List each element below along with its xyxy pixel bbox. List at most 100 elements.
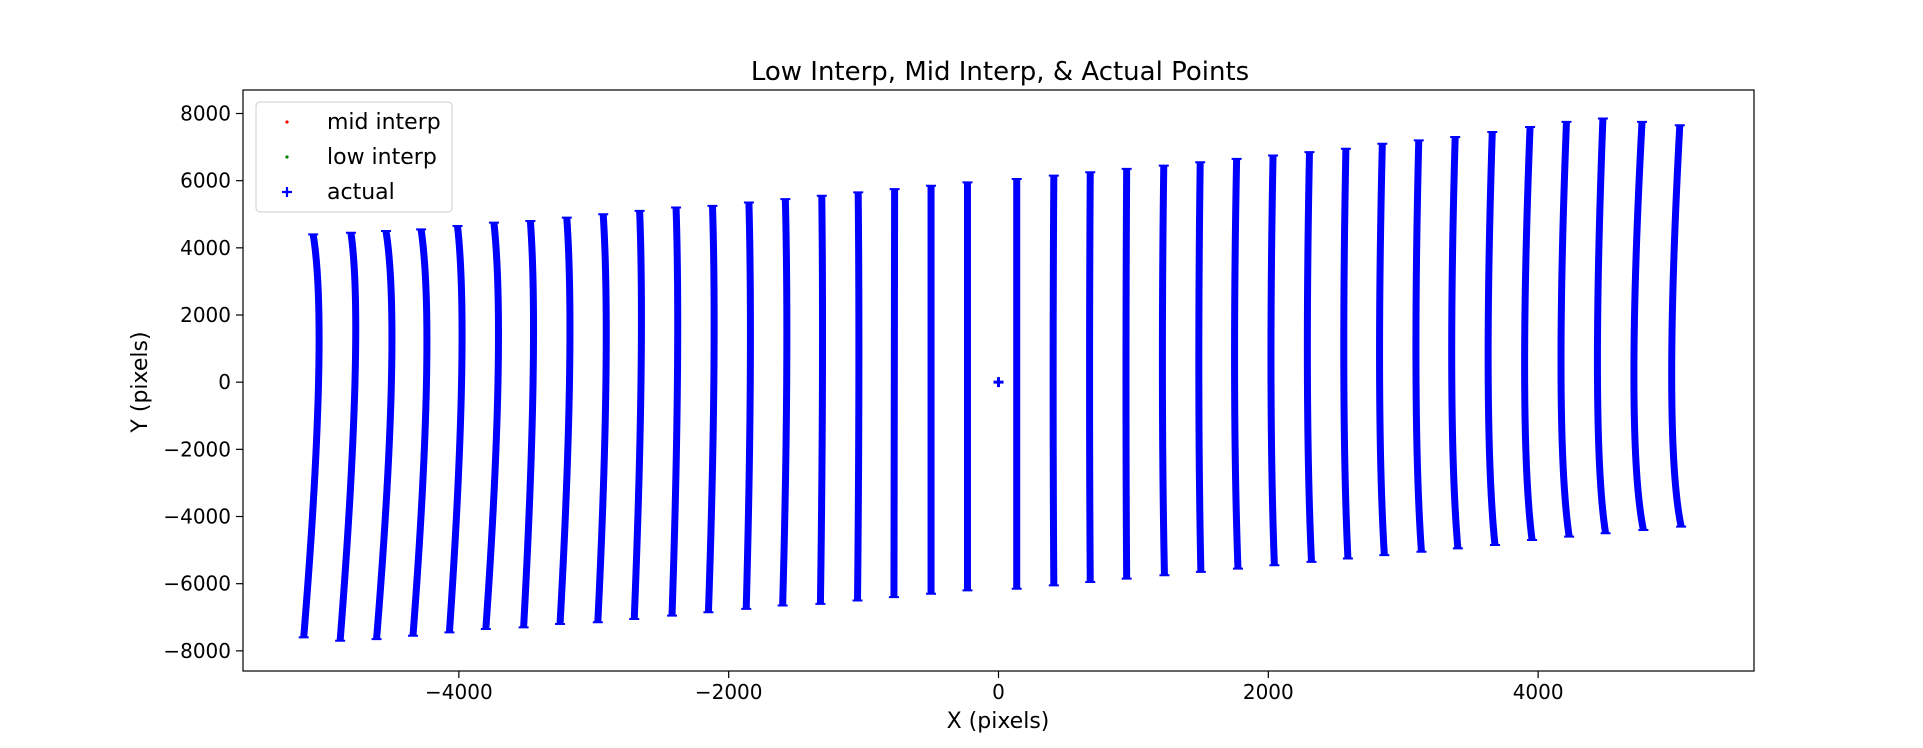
actual-point-column bbox=[373, 230, 396, 640]
actual-point-marker bbox=[1304, 151, 1317, 563]
actual-point-marker bbox=[1525, 125, 1538, 542]
actual-point-marker bbox=[555, 216, 572, 625]
actual-point-column bbox=[1668, 125, 1685, 528]
actual-point-column bbox=[742, 202, 754, 609]
actual-point-marker bbox=[335, 231, 356, 642]
y-tick-label: 6000 bbox=[180, 169, 231, 193]
actual-point-marker bbox=[1413, 139, 1427, 553]
actual-point-marker bbox=[371, 230, 392, 641]
legend-label-low-interp: low interp bbox=[327, 145, 437, 170]
actual-point-column bbox=[1521, 126, 1536, 541]
actual-point-column bbox=[1448, 136, 1462, 549]
y-tick-label: 2000 bbox=[180, 303, 231, 327]
actual-point-column bbox=[1122, 168, 1131, 579]
actual-point-marker bbox=[1195, 161, 1206, 573]
actual-point-marker bbox=[962, 181, 973, 592]
actual-point-column bbox=[445, 225, 466, 633]
actual-point-column bbox=[482, 222, 502, 630]
actual-point-marker bbox=[926, 184, 937, 595]
actual-point-marker bbox=[1121, 167, 1132, 580]
actual-point-marker bbox=[741, 201, 754, 610]
actual-point-marker bbox=[1561, 120, 1575, 538]
legend-marker-mid-interp bbox=[285, 120, 289, 124]
actual-point-marker bbox=[1268, 154, 1280, 567]
actual-point-column bbox=[1484, 131, 1499, 546]
actual-point-column bbox=[1158, 165, 1168, 576]
actual-point-marker bbox=[1487, 130, 1500, 547]
legend-marker-actual bbox=[282, 187, 292, 197]
y-axis-label: Y (pixels) bbox=[128, 331, 153, 433]
chart-title: Low Interp, Mid Interp, & Actual Points bbox=[751, 57, 1249, 87]
actual-point-marker bbox=[629, 209, 645, 620]
legend-label-mid-interp: mid interp bbox=[327, 110, 441, 135]
actual-point-column bbox=[1376, 143, 1388, 556]
actual-point-marker bbox=[444, 225, 463, 634]
actual-point-column bbox=[1086, 172, 1094, 583]
actual-point-column bbox=[1049, 175, 1058, 586]
actual-point-marker bbox=[667, 206, 682, 617]
actual-point-column bbox=[1593, 118, 1610, 534]
actual-point-marker bbox=[1597, 117, 1611, 535]
actual-point-column bbox=[409, 228, 431, 637]
actual-point-marker bbox=[1231, 157, 1243, 570]
x-axis-ticks: −4000 −2000 0 2000 4000 bbox=[425, 671, 1564, 704]
actual-point-column bbox=[556, 217, 574, 625]
actual-point-marker bbox=[480, 221, 499, 631]
actual-point-marker bbox=[1085, 171, 1096, 584]
actual-point-marker bbox=[888, 188, 900, 599]
x-tick-label: −2000 bbox=[695, 680, 763, 704]
actual-point-marker bbox=[1158, 164, 1170, 577]
actual-point-column bbox=[1557, 121, 1573, 538]
actual-point-marker bbox=[1011, 177, 1022, 590]
actual-point-column bbox=[704, 205, 718, 613]
actual-point-column bbox=[300, 233, 323, 638]
actual-point-column bbox=[890, 189, 899, 598]
actual-point-column bbox=[779, 199, 791, 606]
actual-point-column bbox=[816, 195, 827, 604]
actual-point-marker bbox=[1340, 147, 1353, 560]
x-tick-label: 2000 bbox=[1243, 680, 1294, 704]
actual-point-column bbox=[594, 214, 610, 623]
actual-point-marker bbox=[518, 219, 536, 629]
x-tick-label: 4000 bbox=[1513, 680, 1564, 704]
actual-point-column bbox=[668, 207, 682, 616]
actual-point-marker bbox=[298, 233, 319, 639]
x-axis-label: X (pixels) bbox=[947, 709, 1050, 734]
actual-point-column bbox=[336, 232, 360, 642]
actual-point-column bbox=[1630, 121, 1647, 531]
y-tick-label: −6000 bbox=[163, 572, 231, 596]
actual-point-marker bbox=[1674, 124, 1687, 528]
actual-point-marker bbox=[592, 213, 609, 624]
actual-point-column bbox=[1340, 148, 1352, 559]
actual-point-marker bbox=[1377, 142, 1390, 557]
y-tick-label: −4000 bbox=[163, 505, 231, 529]
actual-point-column bbox=[520, 220, 538, 628]
actual-point-column bbox=[1303, 152, 1315, 563]
legend-box bbox=[255, 101, 453, 213]
x-tick-label: 0 bbox=[992, 680, 1005, 704]
y-tick-label: 4000 bbox=[180, 236, 231, 260]
actual-point-column bbox=[1267, 155, 1278, 566]
actual-point-column bbox=[1195, 162, 1205, 573]
plot-area bbox=[298, 117, 1687, 642]
x-tick-label: −4000 bbox=[425, 680, 493, 704]
y-tick-label: 0 bbox=[218, 370, 231, 394]
legend-marker-low-interp bbox=[285, 155, 289, 159]
actual-point-column bbox=[1412, 140, 1425, 553]
actual-point-column bbox=[1231, 158, 1242, 569]
actual-center-point bbox=[993, 377, 1004, 388]
actual-point-marker bbox=[815, 194, 827, 605]
y-tick-label: −2000 bbox=[163, 437, 231, 461]
legend: mid interp low interp actual bbox=[255, 101, 453, 213]
actual-point-marker bbox=[703, 204, 718, 614]
actual-point-marker bbox=[1637, 120, 1649, 531]
y-axis-ticks: −8000 −6000 −4000 −2000 0 2000 4000 6000 8000 bbox=[163, 102, 243, 663]
actual-point-marker bbox=[1450, 136, 1463, 550]
actual-point-column bbox=[630, 210, 645, 620]
actual-point-column bbox=[854, 192, 863, 601]
y-tick-label: −8000 bbox=[163, 639, 231, 663]
actual-point-marker bbox=[852, 191, 864, 602]
actual-point-marker bbox=[777, 198, 791, 607]
